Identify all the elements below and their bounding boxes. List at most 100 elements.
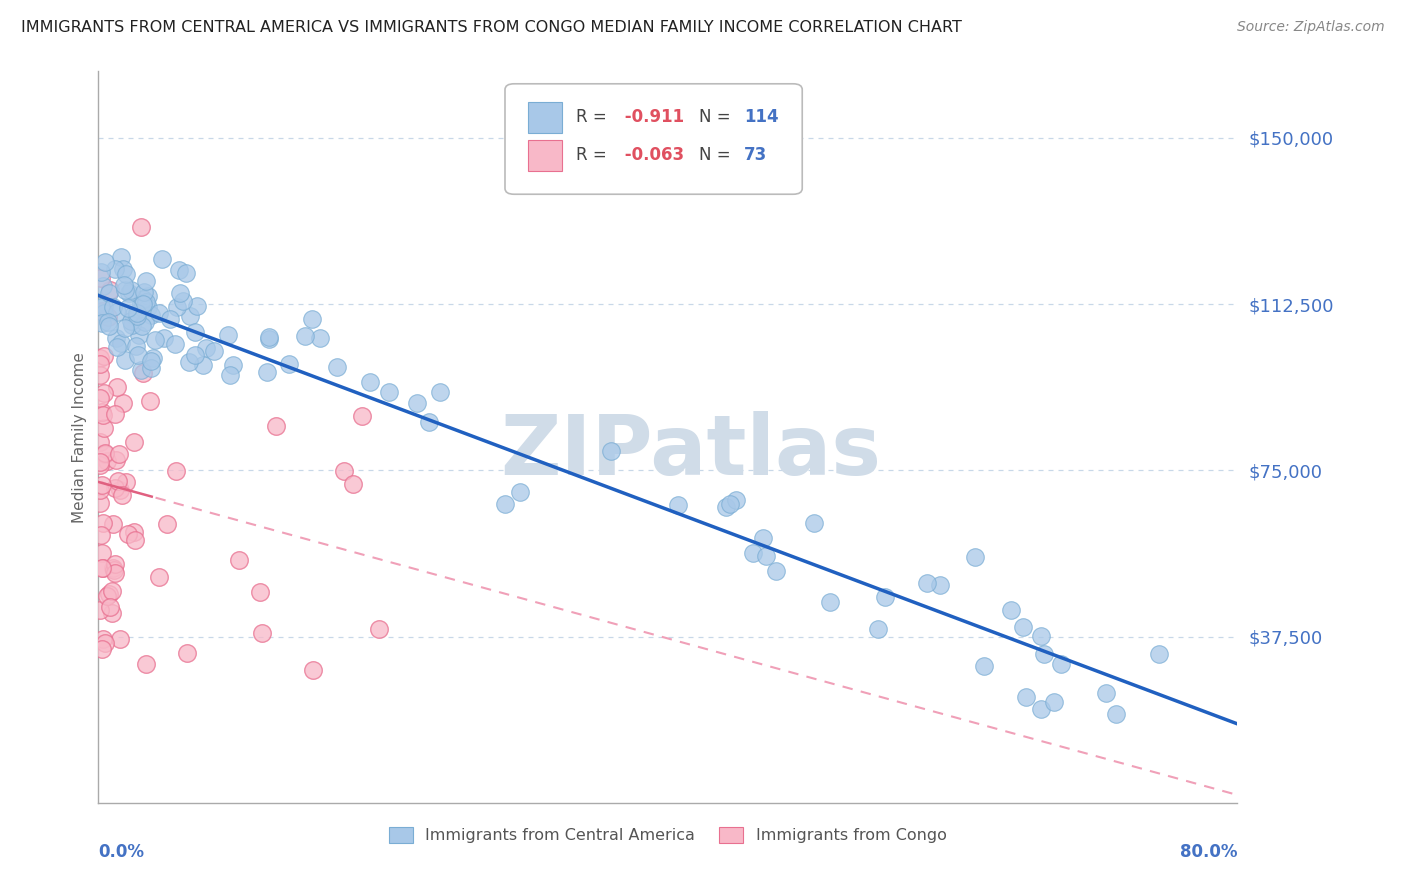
Point	[132, 366, 155, 380]
Point	[121, 308, 143, 322]
Point	[138, 393, 160, 408]
Point	[222, 358, 245, 372]
Point	[132, 285, 155, 299]
Point	[107, 474, 129, 488]
Point	[104, 262, 127, 277]
Text: -0.911: -0.911	[619, 109, 683, 127]
Point	[89, 458, 111, 472]
Point	[125, 306, 148, 320]
Point	[159, 312, 181, 326]
Point	[114, 352, 136, 367]
Point	[89, 483, 111, 498]
Point	[105, 380, 128, 394]
Point	[94, 447, 117, 461]
Text: 0.0%: 0.0%	[98, 843, 145, 861]
Point	[249, 585, 271, 599]
Point	[89, 496, 111, 510]
Point	[873, 590, 896, 604]
Point	[104, 566, 127, 580]
Point	[302, 663, 325, 677]
Point	[177, 354, 200, 368]
Point	[114, 283, 136, 297]
Point	[725, 492, 748, 507]
Text: R =: R =	[575, 146, 612, 164]
Point	[104, 481, 127, 495]
Point	[91, 408, 114, 422]
Point	[124, 533, 146, 547]
Point	[101, 300, 124, 314]
Point	[368, 622, 391, 636]
Point	[264, 419, 287, 434]
Point	[115, 267, 138, 281]
Point	[104, 558, 127, 572]
Point	[91, 641, 114, 656]
Point	[91, 278, 114, 293]
Point	[89, 351, 111, 366]
Point	[509, 484, 531, 499]
FancyBboxPatch shape	[527, 102, 562, 133]
Point	[100, 584, 122, 599]
Point	[135, 295, 157, 310]
Point	[131, 318, 153, 333]
Text: 114: 114	[744, 109, 779, 127]
Point	[169, 263, 191, 277]
Point	[136, 289, 159, 303]
Point	[120, 283, 142, 297]
Point	[600, 444, 623, 458]
Point	[104, 331, 127, 345]
Point	[1050, 657, 1073, 671]
Point	[494, 497, 516, 511]
Point	[965, 549, 987, 564]
Point	[112, 396, 135, 410]
Point	[90, 301, 112, 315]
Point	[93, 386, 115, 401]
Text: N =: N =	[699, 146, 735, 164]
Point	[818, 595, 841, 609]
Point	[101, 607, 124, 621]
Point	[141, 354, 163, 368]
Point	[163, 336, 186, 351]
Point	[148, 306, 170, 320]
Point	[142, 351, 165, 366]
Point	[107, 340, 129, 354]
Point	[256, 365, 278, 379]
Point	[666, 498, 689, 512]
Text: N =: N =	[699, 109, 735, 127]
Point	[91, 316, 114, 330]
Point	[405, 396, 427, 410]
Point	[294, 328, 316, 343]
Point	[108, 632, 131, 647]
Point	[89, 368, 111, 382]
Point	[754, 549, 776, 563]
Point	[1105, 707, 1128, 722]
Point	[118, 285, 141, 300]
Point	[202, 343, 225, 358]
Point	[1015, 690, 1038, 704]
Point	[94, 254, 117, 268]
Point	[156, 517, 179, 532]
Point	[429, 384, 451, 399]
Text: -0.063: -0.063	[619, 146, 683, 164]
Point	[165, 465, 187, 479]
Legend: Immigrants from Central America, Immigrants from Congo: Immigrants from Central America, Immigra…	[382, 821, 953, 850]
Point	[93, 421, 115, 435]
FancyBboxPatch shape	[505, 84, 803, 194]
Point	[89, 391, 111, 405]
Point	[150, 252, 173, 267]
Point	[93, 636, 115, 650]
Point	[91, 516, 114, 531]
Point	[752, 531, 775, 545]
Text: Source: ZipAtlas.com: Source: ZipAtlas.com	[1237, 20, 1385, 34]
Point	[333, 464, 356, 478]
Point	[378, 385, 401, 400]
Text: ZIPatlas: ZIPatlas	[501, 411, 882, 492]
Point	[127, 310, 149, 324]
Point	[121, 318, 143, 332]
Point	[97, 310, 120, 324]
Point	[718, 497, 741, 511]
Point	[108, 447, 131, 461]
Point	[148, 570, 170, 584]
Point	[132, 292, 155, 306]
Point	[218, 368, 240, 383]
Point	[122, 435, 145, 450]
